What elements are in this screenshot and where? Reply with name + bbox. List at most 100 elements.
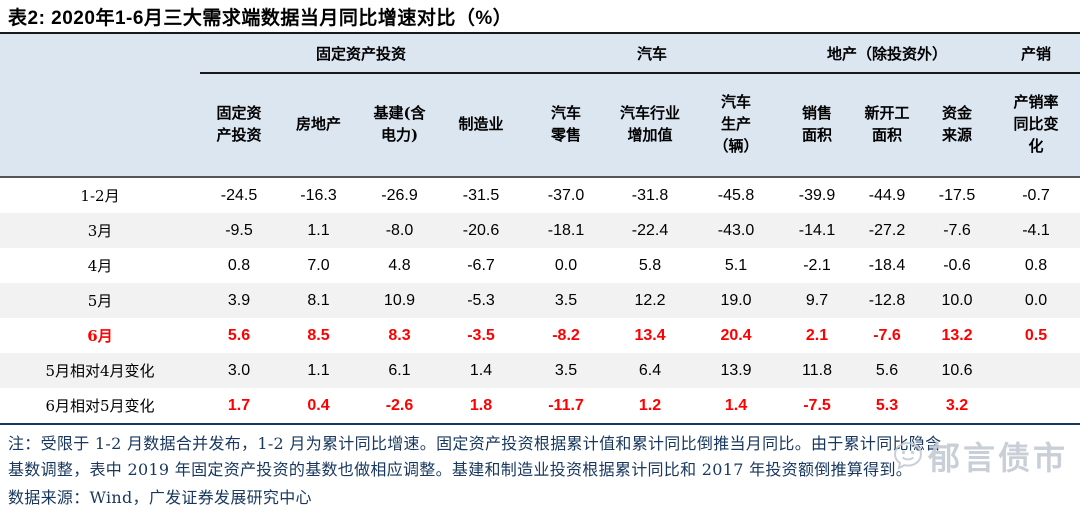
row-label: 5月 — [87, 292, 113, 310]
cell: 3.0 — [227, 361, 251, 379]
table-row-apr: 4月 0.8 7.0 4.8 -6.7 0.0 5.8 5.1 -2.1 -18… — [0, 248, 1080, 283]
cell: -2.6 — [385, 396, 414, 414]
cell: 13.4 — [634, 326, 666, 344]
cell: 0.0 — [1024, 291, 1048, 309]
table-row-jun-highlight: 6月 5.6 8.5 8.3 -3.5 -8.2 13.4 20.4 2.1 -… — [0, 318, 1080, 353]
cell: -7.6 — [943, 221, 971, 239]
col-header-newstart-area: 新开工 面积 — [852, 73, 923, 178]
cell: -5.3 — [467, 291, 495, 309]
cell: 10.9 — [383, 291, 416, 309]
table-row-jan-feb: 1-2月 -24.5 -16.3 -26.9 -31.5 -37.0 -31.8… — [0, 177, 1080, 213]
cell: 5.6 — [227, 326, 251, 344]
cell: -26.9 — [381, 186, 418, 204]
group-header-row: 固定资产投资 汽车 地产（除投资外） 产销 — [0, 33, 1080, 74]
cell: -18.1 — [547, 221, 585, 239]
cell: 0.5 — [1024, 326, 1048, 344]
cell: 3.9 — [227, 291, 251, 309]
group-production-sales: 产销 — [992, 33, 1080, 74]
cell: 7.0 — [307, 256, 330, 274]
cell: -44.9 — [868, 186, 906, 204]
group-automobile: 汽车 — [522, 33, 783, 74]
cell — [992, 353, 1080, 388]
cell: 1.1 — [307, 221, 330, 239]
group-fixed-asset-investment: 固定资产投资 — [200, 33, 523, 74]
cell: 9.7 — [805, 291, 829, 309]
column-spacer — [0, 73, 200, 178]
cell: 5.6 — [875, 361, 899, 379]
table-row-may-vs-apr: 5月相对4月变化 3.0 1.1 6.1 1.4 3.5 6.4 13.9 11… — [0, 353, 1080, 388]
table-row-may: 5月 3.9 8.1 10.9 -5.3 3.5 12.2 19.0 9.7 -… — [0, 283, 1080, 318]
cell: 0.0 — [554, 256, 578, 274]
cell: 3.5 — [554, 291, 578, 309]
group-spacer — [0, 33, 200, 73]
cell: -7.5 — [803, 396, 831, 414]
cell: 5.1 — [724, 256, 748, 274]
col-header-fai: 固定资 产投资 — [200, 73, 278, 178]
note-line-2: 基数调整，表中 2019 年固定资产投资的基数也做相应调整。基建和制造业投资根据… — [8, 459, 913, 479]
cell: -27.2 — [868, 221, 906, 239]
col-header-funding-source: 资金 来源 — [922, 73, 993, 178]
column-header-row: 固定资 产投资 房地产 基建(含 电力) 制造业 汽车 零售 汽车行业 增加值 … — [0, 73, 1080, 178]
cell: 1.4 — [724, 396, 748, 414]
cell: 20.4 — [720, 326, 752, 344]
cell: 1.1 — [307, 361, 330, 379]
cell: -14.1 — [798, 221, 836, 239]
col-header-infrastructure: 基建(含 电力) — [359, 73, 440, 178]
col-header-sales-area: 销售 面积 — [782, 73, 853, 178]
cell: 1.4 — [469, 361, 493, 379]
cell: 8.1 — [307, 291, 330, 309]
cell: -17.5 — [938, 186, 976, 204]
cell: 8.3 — [388, 326, 411, 344]
note-line-1: 注：受限于 1-2 月数据合并发布，1-2 月为累计同比增速。固定资产投资根据累… — [8, 434, 942, 453]
row-label: 3月 — [87, 222, 113, 240]
col-header-realestate: 房地产 — [278, 73, 359, 178]
cell: 4.8 — [388, 256, 411, 274]
data-table: 固定资产投资 汽车 地产（除投资外） 产销 固定资 产投资 房地产 基建(含 电… — [0, 32, 1080, 425]
cell: 13.2 — [941, 326, 973, 344]
cell: -0.6 — [943, 256, 971, 274]
cell: 5.8 — [638, 256, 662, 274]
cell: 11.8 — [802, 361, 832, 379]
cell: -37.0 — [547, 186, 585, 204]
cell: -11.7 — [548, 396, 584, 414]
cell: -43.0 — [717, 221, 755, 239]
cell: 1.7 — [227, 396, 251, 414]
cell: -2.1 — [803, 256, 831, 274]
cell: 0.4 — [307, 396, 330, 414]
col-header-sales-ratio-change: 产销率 同比变 化 — [992, 73, 1080, 178]
cell: -6.7 — [467, 256, 495, 274]
cell: -7.6 — [873, 326, 901, 344]
col-header-manufacturing: 制造业 — [440, 73, 523, 178]
table-row-mar: 3月 -9.5 1.1 -8.0 -20.6 -18.1 -22.4 -43.0… — [0, 213, 1080, 248]
row-label: 6月 — [87, 327, 113, 345]
cell: -20.6 — [462, 221, 500, 239]
cell: 6.4 — [638, 361, 662, 379]
cell: 1.8 — [469, 396, 493, 414]
cell: 13.9 — [720, 361, 752, 379]
row-label: 5月相对4月变化 — [45, 362, 155, 380]
table-title: 表2: 2020年1-6月三大需求端数据当月同比增速对比（%） — [8, 8, 513, 29]
cell — [992, 388, 1080, 424]
col-header-auto-retail: 汽车 零售 — [522, 73, 611, 178]
cell: -12.8 — [868, 291, 906, 309]
cell: 12.2 — [634, 291, 666, 309]
cell: -18.4 — [868, 256, 906, 274]
cell: -9.5 — [225, 221, 253, 239]
row-label: 4月 — [87, 257, 113, 275]
cell: -8.0 — [385, 221, 414, 239]
cell: 3.5 — [554, 361, 578, 379]
cell: -8.2 — [552, 326, 580, 344]
table-row-jun-vs-may-highlight: 6月相对5月变化 1.7 0.4 -2.6 1.8 -11.7 1.2 1.4 … — [0, 388, 1080, 424]
cell: 0.8 — [227, 256, 251, 274]
cell: 19.0 — [720, 291, 752, 309]
cell: -39.9 — [798, 186, 836, 204]
cell: -31.5 — [462, 186, 500, 204]
row-label: 6月相对5月变化 — [45, 397, 155, 415]
cell: -24.5 — [220, 186, 258, 204]
cell: 0.8 — [1024, 256, 1048, 274]
cell: -16.3 — [300, 186, 337, 204]
group-real-estate: 地产（除投资外） — [782, 33, 993, 74]
cell: 5.3 — [875, 396, 899, 414]
data-source: 数据来源：Wind，广发证券发展研究中心 — [8, 487, 312, 507]
cell: 10.6 — [941, 361, 973, 379]
